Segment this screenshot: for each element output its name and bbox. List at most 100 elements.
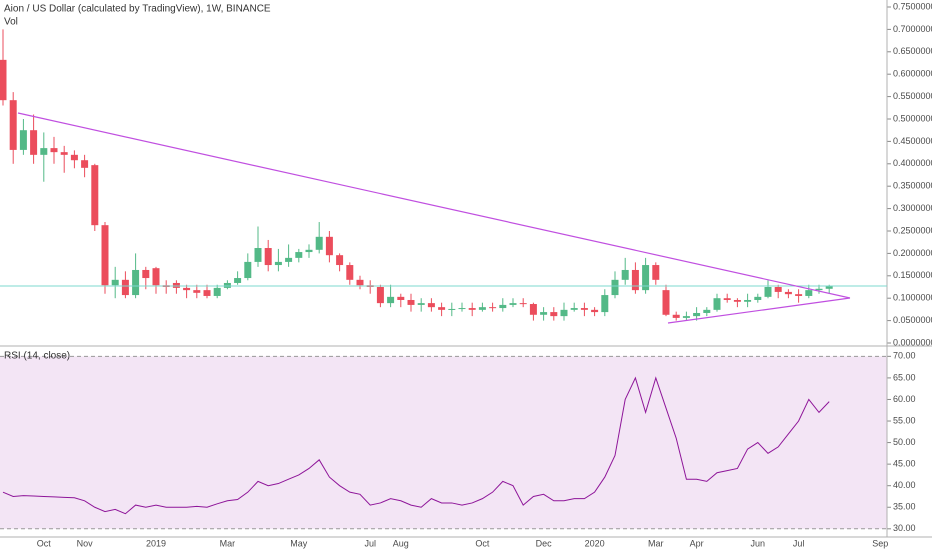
x-tick-label: Nov <box>77 538 94 548</box>
candle-body <box>682 316 690 318</box>
candle-body <box>50 148 58 153</box>
candle-body <box>183 287 191 291</box>
x-tick-label: Jul <box>793 538 805 548</box>
candle-body <box>601 295 609 313</box>
y-tick-label: 40.00 <box>893 480 916 490</box>
candle-body <box>203 290 211 296</box>
candle-body <box>458 308 466 310</box>
candle-body <box>264 248 272 266</box>
candle-body <box>468 308 476 310</box>
y-tick-label: 0.30000000 <box>893 203 932 213</box>
y-tick-label: 0.45000000 <box>893 136 932 146</box>
candle-body <box>60 152 68 155</box>
candle-body <box>30 130 38 155</box>
x-tick-label: Mar <box>220 538 236 548</box>
y-tick-label: 0.50000000 <box>893 113 932 123</box>
x-tick-label: Oct <box>475 538 490 548</box>
x-tick-label: Jun <box>751 538 766 548</box>
y-tick-label: 0.00000000 <box>893 337 932 347</box>
candle-body <box>356 279 364 286</box>
trend-line <box>17 112 851 299</box>
candle-body <box>315 236 323 250</box>
candle-body <box>244 261 252 279</box>
x-tick-label: 2020 <box>585 538 605 548</box>
candle-body <box>234 278 242 283</box>
rsi-title: RSI (14, close) <box>4 351 70 362</box>
candle-body <box>152 268 160 286</box>
candle-body <box>550 312 558 317</box>
candle-body <box>285 257 293 262</box>
y-tick-label: 0.05000000 <box>893 315 932 325</box>
candle-body <box>438 307 446 310</box>
candle-body <box>213 287 221 296</box>
candle-body <box>733 299 741 302</box>
candle-body <box>223 282 231 288</box>
candle-body <box>40 148 48 155</box>
candle-body <box>427 303 435 308</box>
candle-body <box>101 225 109 286</box>
candle-body <box>111 279 119 286</box>
candle-body <box>591 309 599 313</box>
y-tick-label: 0.25000000 <box>893 225 932 235</box>
candle-body <box>744 299 752 302</box>
rsi-band <box>0 356 887 529</box>
candle-body <box>142 269 150 279</box>
candle-body <box>580 308 588 310</box>
x-tick-label: Oct <box>37 538 52 548</box>
y-tick-label: 0.40000000 <box>893 158 932 168</box>
candle-body <box>795 294 803 296</box>
y-tick-label: 65.00 <box>893 372 916 382</box>
candle-body <box>346 265 354 280</box>
y-tick-label: 60.00 <box>893 394 916 404</box>
candle-body <box>754 296 762 300</box>
x-tick-label: Mar <box>648 538 664 548</box>
candle-body <box>274 261 282 266</box>
candle-body <box>815 288 823 291</box>
y-tick-label: 0.15000000 <box>893 270 932 280</box>
rsi-line <box>2 376 830 515</box>
candle-body <box>703 309 711 313</box>
candle-body <box>519 303 527 305</box>
y-tick-label: 30.00 <box>893 523 916 533</box>
candle-body <box>774 286 782 292</box>
y-tick-label: 0.20000000 <box>893 248 932 258</box>
candle-body <box>489 307 497 309</box>
candle-body <box>70 154 78 161</box>
x-tick-label: Jul <box>364 538 376 548</box>
y-tick-label: 50.00 <box>893 437 916 447</box>
y-tick-label: 0.75000000 <box>893 1 932 11</box>
candle-body <box>540 312 548 315</box>
candle-body <box>764 286 772 297</box>
chart-title: Aion / US Dollar (calculated by TradingV… <box>4 4 271 15</box>
x-tick-label: Dec <box>536 538 553 548</box>
candle-body <box>407 299 415 305</box>
y-tick-label: 0.55000000 <box>893 91 932 101</box>
candle-body <box>397 296 405 300</box>
candle-body <box>325 236 333 256</box>
candle-body <box>621 269 629 280</box>
x-tick-label: 2019 <box>146 538 166 548</box>
y-tick-label: 35.00 <box>893 502 916 512</box>
candle-body <box>19 130 27 150</box>
volume-label: Vol <box>4 17 18 28</box>
candle-body <box>295 252 303 258</box>
y-tick-label: 0.65000000 <box>893 46 932 56</box>
candle-body <box>0 59 7 101</box>
candle-body <box>9 100 17 150</box>
candle-body <box>662 290 670 315</box>
candle-body <box>172 282 180 288</box>
candle-body <box>132 269 140 296</box>
candle-body <box>570 308 578 310</box>
candle-body <box>387 296 395 304</box>
x-tick-label: Aug <box>393 538 409 548</box>
candle-body <box>611 279 619 296</box>
candle-body <box>652 265 660 280</box>
candle-body <box>448 308 456 310</box>
y-tick-label: 0.60000000 <box>893 69 932 79</box>
candle-body <box>336 255 344 266</box>
y-tick-label: 45.00 <box>893 459 916 469</box>
candle-body <box>560 309 568 317</box>
candle-body <box>81 160 89 168</box>
